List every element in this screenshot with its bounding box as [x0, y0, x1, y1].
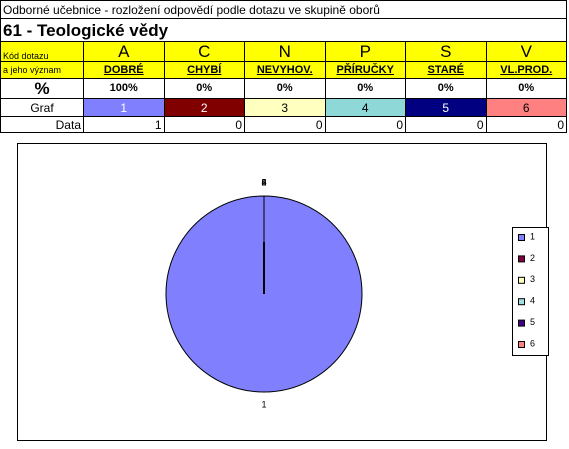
legend-swatch: [518, 341, 525, 348]
cell: 0: [485, 116, 567, 133]
legend-box: [512, 227, 549, 356]
row: a jeho význam DOBRÉ CHYBÍ NEVYHOV. PŘÍRUČKY S…: [0, 61, 567, 79]
legend-label: 6: [530, 338, 535, 348]
legend-swatch: [518, 255, 525, 263]
legend-label: 3: [530, 274, 535, 284]
row-label: Data: [0, 116, 84, 133]
cell: DOBRÉ: [83, 61, 165, 79]
cell: NEVYHOV.: [244, 61, 326, 79]
data-label: 6: [261, 177, 266, 187]
legend-swatch: [518, 319, 525, 327]
legend-label: 5: [530, 317, 535, 327]
row-label: a jeho význam: [0, 61, 84, 79]
legend-swatch: [518, 276, 525, 284]
cell: 2: [163, 98, 245, 117]
data-label: 5: [261, 177, 266, 187]
cell: CHYBÍ: [163, 61, 245, 79]
row-label: Kód dotazu: [0, 41, 84, 62]
row: Kód dotazu A C N P S V: [0, 41, 567, 62]
data-label: 1: [261, 399, 266, 409]
cell: N: [244, 41, 326, 62]
cell: 0: [405, 116, 487, 133]
data-label: 3: [261, 177, 266, 187]
sheet: Odborné učebnice - rozložení odpovědí po…: [0, 0, 567, 133]
legend-swatch: [518, 234, 525, 241]
data-label: 2: [261, 177, 266, 187]
cell: STARÉ: [405, 61, 487, 79]
cell: 4: [324, 98, 406, 117]
cell: 3: [244, 98, 326, 117]
cell: 5: [405, 98, 487, 117]
cell: VL.PROD.: [485, 61, 567, 79]
row: Graf 1 2 3 4 5 6: [0, 98, 567, 117]
row: Data 1 0 0 0 0 0: [0, 116, 567, 133]
cell: 0: [324, 116, 406, 133]
cell: P: [324, 41, 406, 62]
data-label: 4: [261, 177, 266, 187]
legend-label: 2: [530, 253, 535, 263]
cell: PŘÍRUČKY: [324, 61, 406, 79]
legend-label: 1: [530, 231, 535, 241]
legend-swatch: [518, 298, 525, 306]
legend-label: 4: [530, 296, 535, 306]
